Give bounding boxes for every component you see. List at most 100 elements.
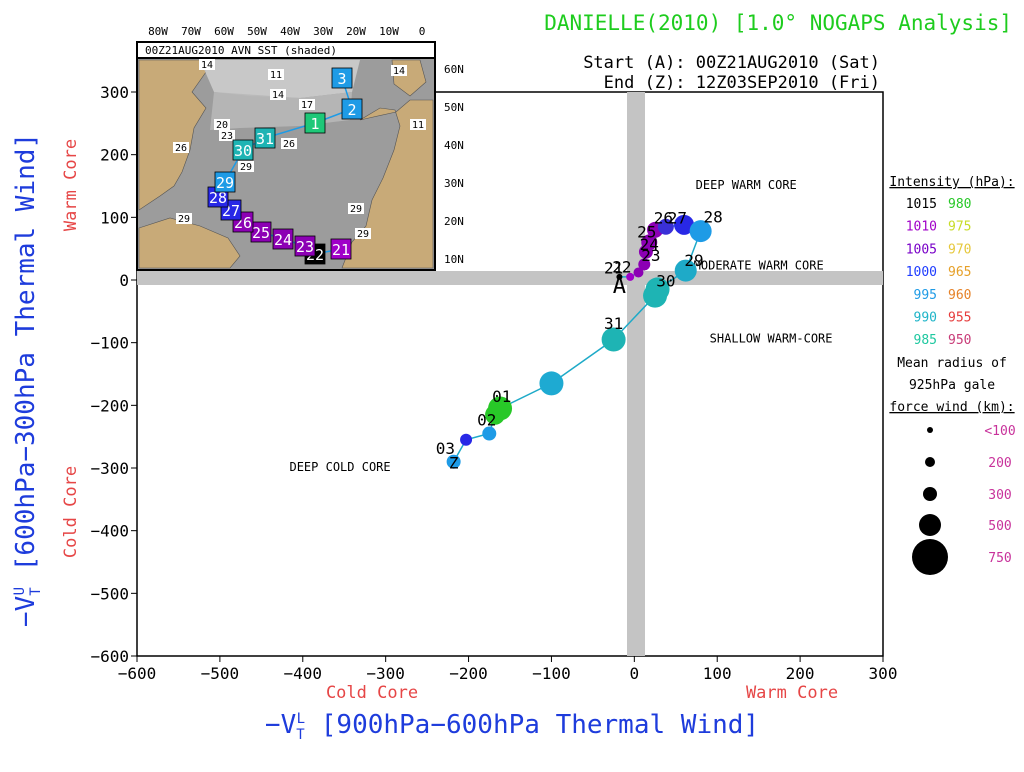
track-point-label: 29	[684, 251, 703, 270]
radius-title-line-1: Mean radius of	[897, 356, 1007, 371]
intensity-legend-left: 1005	[906, 242, 937, 257]
sst-label-bg	[355, 228, 371, 239]
inset-lon-label: 10W	[379, 25, 399, 38]
track-point-label: 02	[477, 410, 496, 429]
inset-track-label: 2	[347, 101, 356, 119]
inset-lon-label: 60W	[214, 25, 234, 38]
sst-contour-label: 11	[270, 70, 282, 81]
y-tick-label: −600	[90, 647, 129, 666]
y-cold-core-note: Cold Core	[61, 466, 81, 558]
inset-lat-label: 40N	[444, 139, 464, 152]
quadrant-annotation: DEEP WARM CORE	[696, 178, 797, 192]
end-time: End (Z): 12Z03SEP2010 (Fri)	[604, 73, 880, 93]
inset-track-label: 31	[256, 130, 274, 148]
track-point	[689, 220, 712, 243]
track-point	[626, 272, 635, 281]
x-tick-label: 0	[630, 664, 640, 683]
radius-legend-rows: <100 200 300 500 750	[912, 424, 1016, 575]
x-tick-label: 200	[786, 664, 815, 683]
inset-track-label: 21	[332, 241, 350, 259]
x-tick-label: −200	[449, 664, 488, 683]
inset-track-box	[331, 67, 353, 89]
sst-label-bg	[176, 213, 192, 224]
radius-legend-dot	[919, 514, 941, 536]
y-zero-band	[137, 271, 883, 285]
sst-contour-label: 14	[393, 66, 405, 77]
intensity-legend-left: 1015	[906, 197, 937, 212]
intensity-legend-right: 970	[948, 242, 971, 257]
sst-label-bg	[270, 89, 286, 100]
intensity-legend-right: 950	[948, 333, 971, 348]
axes: −600 −500 −400 −300 −200 −100 0 100 200 300−600−5…	[90, 83, 897, 683]
sst-label-bg	[391, 65, 407, 76]
sst-contour-label: 29	[240, 162, 252, 173]
sst-label-bg	[238, 161, 254, 172]
radius-legend-dot	[927, 427, 933, 433]
x-tick-label: 300	[869, 664, 898, 683]
chart-title: DANIELLE(2010) [1.0° NOGAPS Analysis]	[544, 11, 1012, 35]
radius-legend-dot	[912, 539, 948, 575]
x-tick-label: −500	[201, 664, 240, 683]
track-point	[485, 404, 506, 425]
quadrant-annotation: MODERATE WARM CORE	[694, 258, 824, 272]
sst-label-bg	[214, 119, 230, 130]
intensity-legend-right: 965	[948, 265, 971, 280]
radius-title-line-3: force wind (km):	[889, 400, 1014, 415]
y-tick-label: 100	[100, 208, 129, 227]
radius-legend-label: <100	[984, 424, 1015, 439]
y-tick-label: −100	[90, 334, 129, 353]
inset-track-box	[254, 127, 276, 149]
start-time: Start (A): 00Z21AUG2010 (Sat)	[583, 53, 880, 73]
track-point-label: 01	[492, 387, 511, 406]
sst-contour-label: 29	[357, 229, 369, 240]
sst-contour-label: 20	[216, 120, 228, 131]
sst-label-bg	[410, 119, 426, 130]
x-tick-label: −400	[284, 664, 323, 683]
track-point-label: 25	[637, 222, 656, 241]
intensity-legend-left: 1010	[906, 220, 937, 235]
intensity-legend-right: 975	[948, 220, 971, 235]
sst-label-bg	[199, 59, 215, 70]
intensity-legend-right: 955	[948, 311, 971, 326]
radius-legend-dot	[925, 457, 935, 467]
inset-track-label: 23	[296, 238, 314, 256]
x-tick-label: −300	[366, 664, 405, 683]
sst-contour-label: 23	[221, 131, 233, 142]
inset-track-box	[232, 139, 254, 161]
inset-lon-label: 50W	[247, 25, 267, 38]
track-point	[633, 267, 644, 278]
sst-label-bg	[219, 130, 235, 141]
radius-legend-dot	[923, 487, 937, 501]
inset-lon-label: 70W	[181, 25, 201, 38]
inset-lon-label: 30W	[313, 25, 333, 38]
x-axis-title: −VTL [900hPa−600hPa Thermal Wind]	[265, 710, 759, 743]
x-tick-label: 100	[703, 664, 732, 683]
y-tick-label: −400	[90, 522, 129, 541]
sst-label-bg	[348, 203, 364, 214]
track-point	[482, 426, 497, 441]
track-point	[601, 327, 626, 352]
track-point	[641, 234, 658, 251]
inset-lon-labels: 80W 70W 60W 50W 40W 30W 20W 10W 0	[148, 25, 425, 38]
inset-track-label: 24	[274, 231, 292, 249]
sst-contour-label: 26	[283, 139, 295, 150]
start-marker: A	[613, 274, 626, 299]
inset-lon-label: 80W	[148, 25, 168, 38]
track-point	[638, 258, 651, 271]
track-point	[643, 283, 668, 308]
track-point	[460, 433, 473, 446]
inset-label: 00Z21AUG2010 AVN SST (shaded)	[145, 44, 337, 57]
y-tick-label: 0	[119, 271, 129, 290]
inset-track-label: 29	[216, 174, 234, 192]
inset-lat-label: 20N	[444, 215, 464, 228]
sst-label-bg	[281, 138, 297, 149]
track-point	[674, 259, 697, 282]
inset-lat-label: 60N	[444, 63, 464, 76]
track-point	[446, 454, 461, 469]
sst-label-bg	[173, 142, 189, 153]
sst-contour-label: 26	[175, 143, 187, 154]
track-point	[616, 273, 623, 280]
